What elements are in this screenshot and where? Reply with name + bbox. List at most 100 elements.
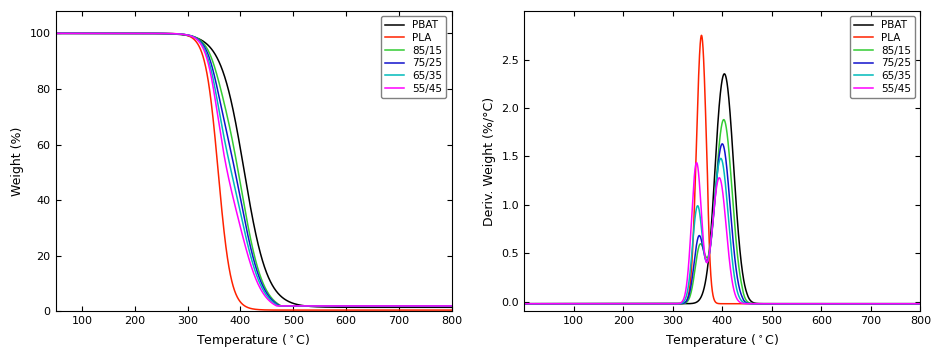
PBAT bbox=[224, 94, 236, 98]
85/15 bbox=[706, 225, 718, 229]
75/25 bbox=[201, 49, 212, 53]
85/15 bbox=[412, 304, 423, 308]
PLA bbox=[224, 270, 236, 274]
55/45 bbox=[690, 161, 702, 165]
X-axis label: Temperature ($\mathregular{^\circ}$C): Temperature ($\mathregular{^\circ}$C) bbox=[665, 332, 779, 349]
PBAT bbox=[719, 72, 730, 76]
Line: PLA: PLA bbox=[524, 35, 920, 304]
85/15 bbox=[224, 126, 236, 130]
85/15 bbox=[201, 46, 212, 50]
65/35 bbox=[446, 304, 457, 308]
PBAT bbox=[689, 301, 700, 305]
85/15 bbox=[331, 304, 342, 308]
PBAT bbox=[883, 302, 894, 306]
75/25 bbox=[717, 142, 728, 146]
55/45 bbox=[204, 69, 216, 73]
75/25 bbox=[331, 304, 342, 308]
65/35 bbox=[902, 302, 914, 306]
75/25 bbox=[518, 302, 529, 306]
PLA bbox=[902, 302, 914, 306]
Line: 75/25: 75/25 bbox=[29, 33, 451, 306]
55/45 bbox=[806, 302, 818, 306]
85/15 bbox=[276, 304, 287, 308]
Line: 85/15: 85/15 bbox=[524, 120, 920, 304]
55/45 bbox=[518, 302, 529, 306]
55/45 bbox=[685, 233, 696, 237]
PBAT bbox=[412, 305, 423, 310]
Line: 55/45: 55/45 bbox=[524, 163, 920, 304]
55/45 bbox=[201, 55, 212, 60]
Legend: PBAT, PLA, 85/15, 75/25, 65/35, 55/45: PBAT, PLA, 85/15, 75/25, 65/35, 55/45 bbox=[850, 16, 915, 98]
75/25 bbox=[706, 226, 718, 230]
55/45 bbox=[446, 304, 457, 308]
85/15 bbox=[433, 304, 445, 308]
PLA bbox=[806, 302, 818, 306]
85/15 bbox=[718, 117, 729, 122]
85/15 bbox=[24, 31, 35, 36]
75/25 bbox=[224, 145, 236, 149]
55/45 bbox=[883, 302, 894, 306]
PBAT bbox=[204, 45, 216, 49]
Y-axis label: Weight (%): Weight (%) bbox=[11, 127, 24, 196]
65/35 bbox=[24, 31, 35, 36]
Line: PLA: PLA bbox=[29, 33, 451, 310]
65/35 bbox=[518, 302, 529, 306]
Line: 65/35: 65/35 bbox=[524, 158, 920, 304]
PBAT bbox=[685, 301, 696, 306]
85/15 bbox=[915, 302, 926, 306]
85/15 bbox=[806, 302, 818, 306]
PBAT bbox=[518, 302, 529, 306]
65/35 bbox=[685, 265, 696, 269]
55/45 bbox=[224, 182, 236, 186]
PLA bbox=[412, 308, 423, 312]
55/45 bbox=[412, 304, 423, 308]
65/35 bbox=[201, 52, 212, 57]
Line: 85/15: 85/15 bbox=[29, 33, 451, 306]
Line: PBAT: PBAT bbox=[524, 74, 920, 304]
PLA bbox=[201, 69, 212, 74]
65/35 bbox=[715, 156, 726, 161]
55/45 bbox=[331, 304, 342, 308]
PBAT bbox=[706, 209, 718, 213]
PLA bbox=[331, 308, 342, 312]
55/45 bbox=[433, 304, 445, 308]
75/25 bbox=[204, 58, 216, 62]
Y-axis label: Deriv. Weight (%/°C): Deriv. Weight (%/°C) bbox=[483, 97, 496, 226]
PLA bbox=[24, 31, 35, 36]
85/15 bbox=[518, 302, 529, 306]
85/15 bbox=[685, 292, 696, 296]
PBAT bbox=[331, 305, 342, 309]
75/25 bbox=[274, 304, 285, 308]
75/25 bbox=[902, 302, 914, 306]
Line: 75/25: 75/25 bbox=[524, 144, 920, 304]
PLA bbox=[204, 91, 216, 95]
65/35 bbox=[806, 302, 818, 306]
PBAT bbox=[201, 42, 212, 46]
75/25 bbox=[806, 302, 818, 306]
55/45 bbox=[902, 302, 914, 306]
PLA bbox=[685, 277, 696, 282]
PBAT bbox=[446, 305, 457, 310]
X-axis label: Temperature ($\mathregular{^\circ}$C): Temperature ($\mathregular{^\circ}$C) bbox=[197, 332, 311, 349]
85/15 bbox=[902, 302, 914, 306]
Line: 55/45: 55/45 bbox=[29, 33, 451, 306]
75/25 bbox=[685, 286, 696, 290]
85/15 bbox=[883, 302, 894, 306]
75/25 bbox=[915, 302, 926, 306]
PBAT bbox=[915, 302, 926, 306]
65/35 bbox=[273, 304, 284, 308]
PBAT bbox=[902, 302, 914, 306]
PLA bbox=[518, 302, 529, 306]
PLA bbox=[696, 33, 707, 37]
75/25 bbox=[412, 304, 423, 308]
55/45 bbox=[915, 302, 926, 306]
PLA bbox=[433, 308, 445, 312]
55/45 bbox=[706, 223, 718, 227]
65/35 bbox=[433, 304, 445, 308]
PLA bbox=[706, 290, 718, 294]
55/45 bbox=[689, 181, 700, 185]
75/25 bbox=[24, 31, 35, 36]
55/45 bbox=[271, 304, 283, 308]
PBAT bbox=[433, 305, 445, 310]
PLA bbox=[689, 221, 700, 225]
